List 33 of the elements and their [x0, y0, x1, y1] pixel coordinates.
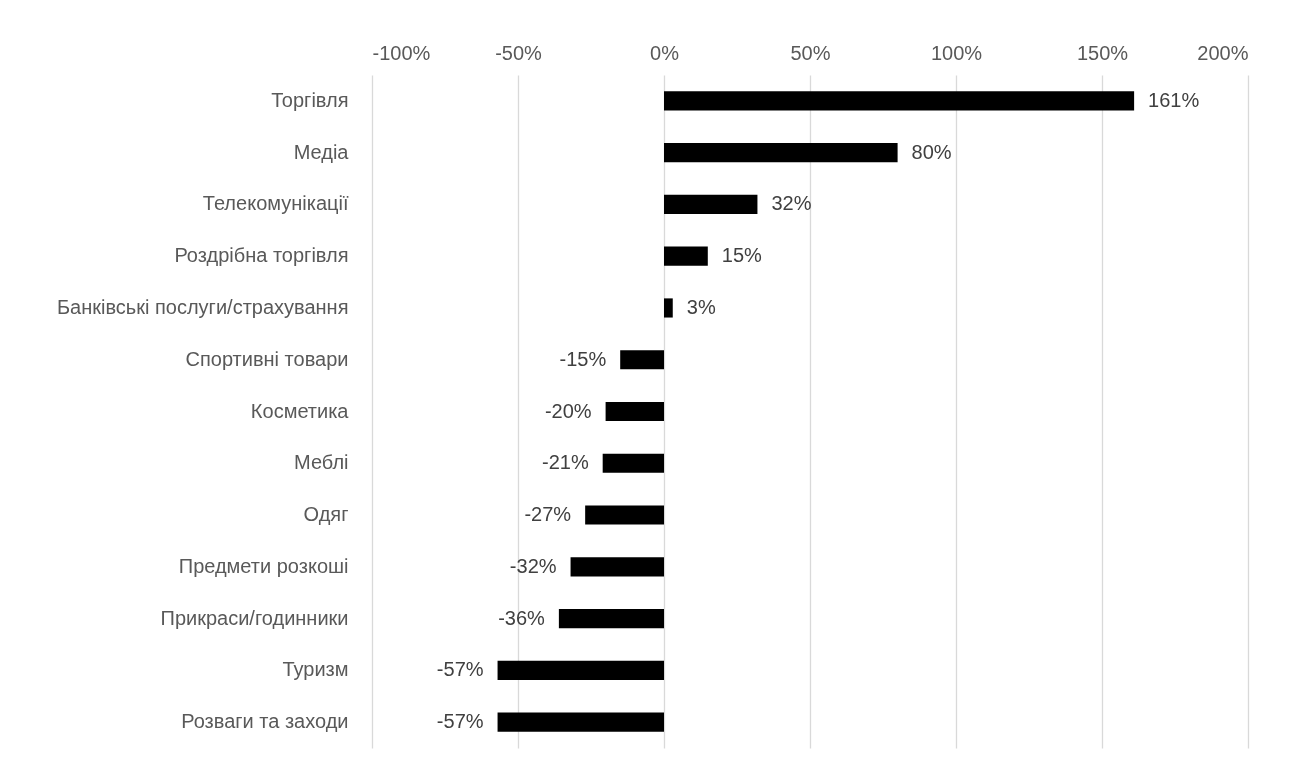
x-tick-label: 0%: [650, 41, 680, 64]
y-tick-label: Телекомунікації: [202, 192, 349, 215]
data-label: -36%: [498, 606, 546, 629]
data-label: -27%: [524, 503, 572, 526]
data-label: 15%: [721, 244, 763, 267]
x-tick-label: 50%: [790, 41, 831, 64]
x-tick-label: 200%: [1197, 41, 1249, 64]
y-tick-label: Медіа: [293, 140, 350, 163]
data-label: -57%: [436, 658, 484, 681]
y-tick-label: Банківські послуги/страхування: [56, 295, 349, 318]
x-tick-label: 100%: [930, 41, 983, 64]
y-tick-label: Розваги та заходи: [181, 710, 349, 733]
data-label: -32%: [509, 554, 557, 577]
data-label: 161%: [1148, 88, 1200, 111]
y-tick-label: Торгівля: [271, 88, 349, 111]
data-label: -20%: [544, 399, 592, 422]
data-label: 3%: [686, 295, 716, 318]
x-tick-label: -100%: [372, 41, 431, 64]
y-tick-label: Туризм: [282, 658, 349, 681]
y-tick-label: Спортивні товари: [185, 347, 349, 370]
y-tick-label: Меблі: [294, 451, 349, 474]
x-tick-label: -50%: [495, 41, 543, 64]
y-tick-label: Одяг: [303, 503, 349, 526]
data-label: -21%: [541, 451, 589, 474]
data-label: -15%: [559, 347, 607, 370]
data-label: -57%: [436, 710, 484, 733]
y-tick-label: Роздрібна торгівля: [174, 244, 349, 267]
y-tick-label: Косметика: [250, 399, 350, 422]
data-label: 32%: [771, 192, 812, 215]
y-tick-label: Прикраси/годинники: [160, 606, 349, 629]
y-tick-label: Предмети розкоші: [178, 554, 349, 577]
data-label: 80%: [911, 140, 952, 163]
x-tick-label: 150%: [1076, 41, 1129, 64]
